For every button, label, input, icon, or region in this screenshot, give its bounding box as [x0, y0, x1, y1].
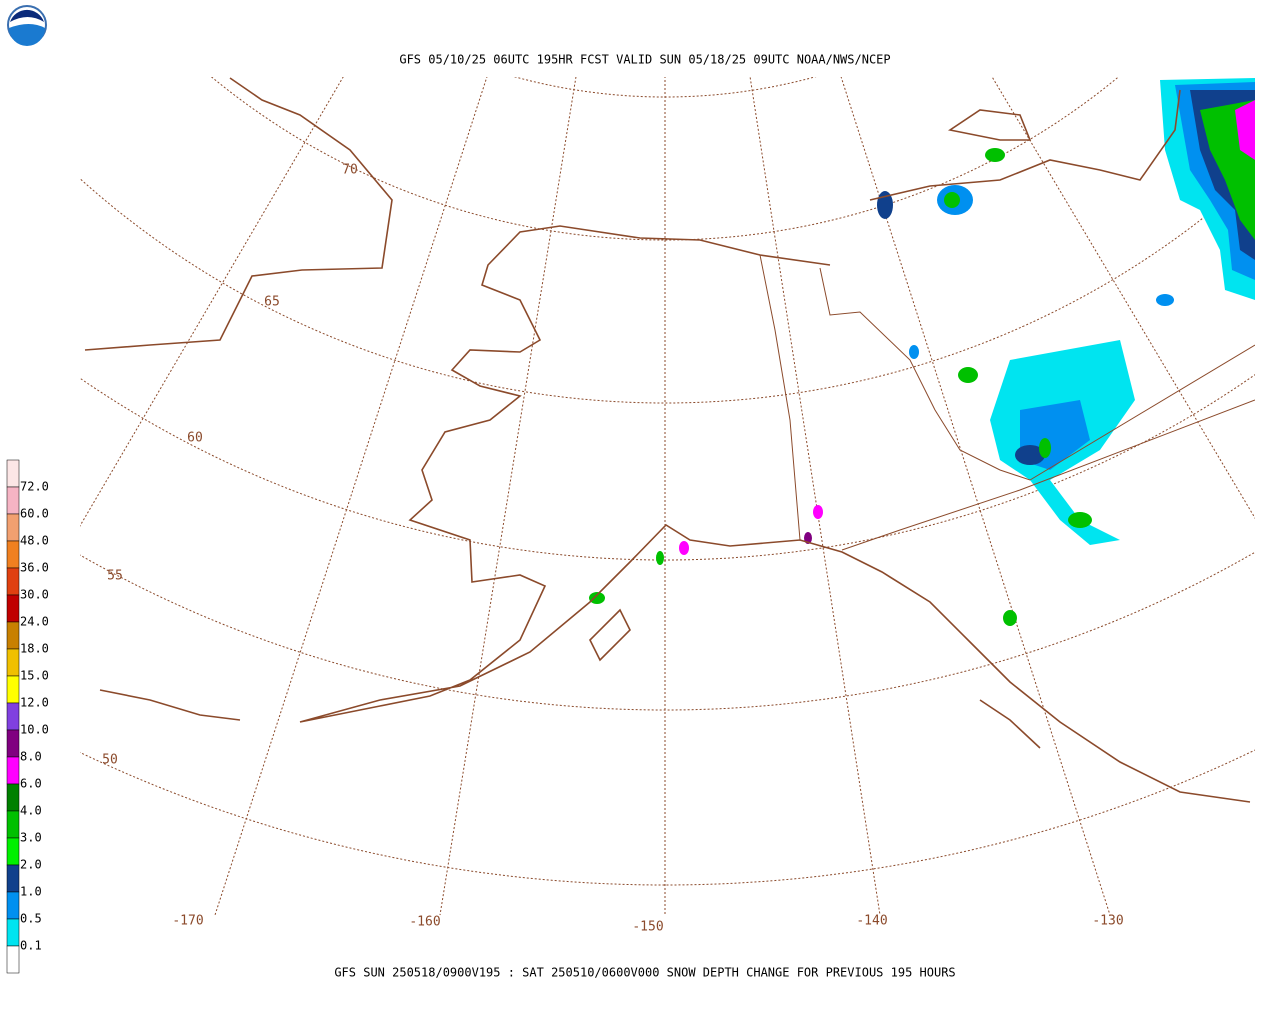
legend-swatch — [6, 918, 20, 947]
legend-swatch — [6, 945, 20, 974]
latitude-label: 70 — [342, 163, 358, 178]
legend-label: 1.0 — [20, 885, 42, 899]
legend-swatch — [6, 675, 20, 704]
legend-label: 12.0 — [20, 696, 49, 710]
longitude-label: -150 — [632, 920, 663, 935]
map — [80, 77, 1255, 916]
legend-swatch — [6, 567, 20, 596]
legend-label: 8.0 — [20, 750, 42, 764]
longitude-label: -170 — [172, 914, 203, 929]
latitude-label: 60 — [187, 431, 203, 446]
legend-swatch — [6, 702, 20, 731]
precipitation — [589, 78, 1255, 626]
legend-swatch — [6, 648, 20, 677]
legend-swatch — [6, 621, 20, 650]
legend-label: 3.0 — [20, 831, 42, 845]
legend-label: 30.0 — [20, 588, 49, 602]
legend-label: 4.0 — [20, 804, 42, 818]
legend-label: 36.0 — [20, 561, 49, 575]
legend-swatch — [6, 756, 20, 785]
legend-label: 0.1 — [20, 939, 42, 953]
longitude-label: -160 — [409, 915, 440, 930]
latitude-label: 50 — [102, 753, 118, 768]
legend-label: 18.0 — [20, 642, 49, 656]
legend-label: 15.0 — [20, 669, 49, 683]
legend: 72.0 60.0 48.0 36.0 30.0 24.0 18.0 15.0 12.0 10.0… — [6, 459, 49, 974]
legend-label: 24.0 — [20, 615, 49, 629]
legend-swatch — [6, 513, 20, 542]
legend-label: 60.0 — [20, 507, 49, 521]
footer-caption: GFS SUN 250518/0900V195 : SAT 250510/060… — [334, 966, 955, 980]
legend-swatch — [6, 864, 20, 893]
coastlines — [84, 77, 1251, 803]
legend-label: 10.0 — [20, 723, 49, 737]
legend-label: 0.5 — [20, 912, 42, 926]
noaa-logo — [7, 5, 47, 46]
legend-swatch — [6, 540, 20, 569]
legend-swatch — [6, 729, 20, 758]
borders — [759, 254, 1255, 551]
longitude-label: -140 — [856, 914, 887, 929]
legend-swatch — [6, 486, 20, 515]
longitude-label: -130 — [1092, 914, 1123, 929]
legend-swatch — [6, 810, 20, 839]
legend-swatch — [6, 459, 20, 488]
legend-swatch — [6, 594, 20, 623]
graticule — [80, 77, 1255, 916]
legend-label: 2.0 — [20, 858, 42, 872]
legend-label: 48.0 — [20, 534, 49, 548]
latitude-label: 65 — [264, 295, 280, 310]
legend-swatch — [6, 891, 20, 920]
legend-swatch — [6, 783, 20, 812]
legend-swatch — [6, 837, 20, 866]
legend-label: 6.0 — [20, 777, 42, 791]
map-title: GFS 05/10/25 06UTC 195HR FCST VALID SUN … — [399, 53, 890, 67]
legend-label: 72.0 — [20, 480, 49, 494]
latitude-label: 55 — [107, 569, 123, 584]
